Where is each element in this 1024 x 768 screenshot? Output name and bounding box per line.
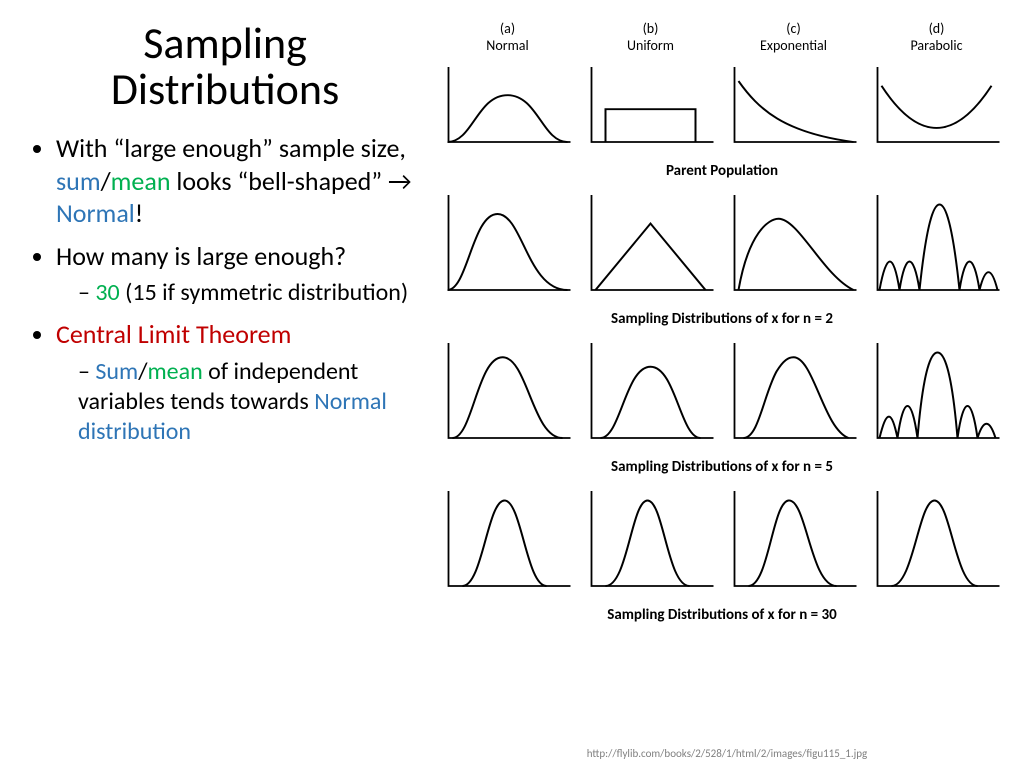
b1-slash: / bbox=[101, 165, 111, 197]
row-label-2: Sampling Distributions of x for n = 5 bbox=[440, 458, 1004, 476]
col-header-3: (d)Parabolic bbox=[869, 20, 1004, 54]
dist-panel-r0-c3 bbox=[869, 62, 1004, 154]
dist-panel-r1-c3 bbox=[869, 190, 1004, 302]
dist-panel-r2-c3 bbox=[869, 338, 1004, 450]
b2-text: How many is large enough? bbox=[56, 240, 346, 272]
dist-panel-r1-c2 bbox=[726, 190, 861, 302]
b1-pre: With “large enough” sample size, bbox=[56, 132, 406, 164]
b2s-30: 30 bbox=[95, 278, 119, 307]
dist-panel-r2-c1 bbox=[583, 338, 718, 450]
bullet-list: With “large enough” sample size, sum/mea… bbox=[30, 132, 420, 447]
b1-normal: Normal bbox=[56, 197, 135, 229]
dist-panel-r3-c1 bbox=[583, 486, 718, 598]
bullet-2: How many is large enough? 30 (15 if symm… bbox=[56, 240, 420, 309]
dist-panel-r1-c1 bbox=[583, 190, 718, 302]
row-label-1: Sampling Distributions of x for n = 2 bbox=[440, 310, 1004, 328]
dist-panel-r3-c3 bbox=[869, 486, 1004, 598]
dist-panel-r0-c1 bbox=[583, 62, 718, 154]
b2s-rest: (15 if symmetric distribution) bbox=[120, 278, 408, 307]
dist-panel-r3-c2 bbox=[726, 486, 861, 598]
b1-mean: mean bbox=[111, 165, 171, 197]
bullet-1: With “large enough” sample size, sum/mea… bbox=[56, 132, 420, 230]
bullet-2-sub: 30 (15 if symmetric distribution) bbox=[56, 278, 420, 308]
right-column: (a)Normal(b)Uniform(c)Exponential(d)Para… bbox=[430, 0, 1024, 768]
dist-panel-r2-c2 bbox=[726, 338, 861, 450]
left-column: Sampling Distributions With “large enoug… bbox=[0, 0, 430, 768]
b3s-mean: mean bbox=[147, 357, 202, 386]
dist-panel-r0-c0 bbox=[440, 62, 575, 154]
row-label-0: Parent Population bbox=[440, 162, 1004, 180]
b1-mid: looks “bell-shaped” → bbox=[170, 165, 411, 197]
col-header-0: (a)Normal bbox=[440, 20, 575, 54]
col-header-2: (c)Exponential bbox=[726, 20, 861, 54]
dist-panel-r2-c0 bbox=[440, 338, 575, 450]
b3s-sum: Sum bbox=[95, 357, 138, 386]
col-header-1: (b)Uniform bbox=[583, 20, 718, 54]
slide-title: Sampling Distributions bbox=[30, 20, 420, 112]
figure-grid: (a)Normal(b)Uniform(c)Exponential(d)Para… bbox=[440, 20, 1004, 630]
dist-panel-r0-c2 bbox=[726, 62, 861, 154]
slide: Sampling Distributions With “large enoug… bbox=[0, 0, 1024, 768]
bullet-3-sub: Sum/mean of independent variables tends … bbox=[56, 357, 420, 447]
bullet-2-sub-1: 30 (15 if symmetric distribution) bbox=[78, 278, 420, 308]
b3-text: Central Limit Theorem bbox=[56, 318, 291, 350]
dist-panel-r1-c0 bbox=[440, 190, 575, 302]
b1-excl: ! bbox=[135, 197, 143, 229]
citation: http://flylib.com/books/2/528/1/html/2/i… bbox=[587, 747, 868, 760]
b1-sum: sum bbox=[56, 165, 101, 197]
bullet-3-sub-1: Sum/mean of independent variables tends … bbox=[78, 357, 420, 447]
row-label-3: Sampling Distributions of x for n = 30 bbox=[440, 606, 1004, 624]
dist-panel-r3-c0 bbox=[440, 486, 575, 598]
bullet-3: Central Limit Theorem Sum/mean of indepe… bbox=[56, 318, 420, 447]
